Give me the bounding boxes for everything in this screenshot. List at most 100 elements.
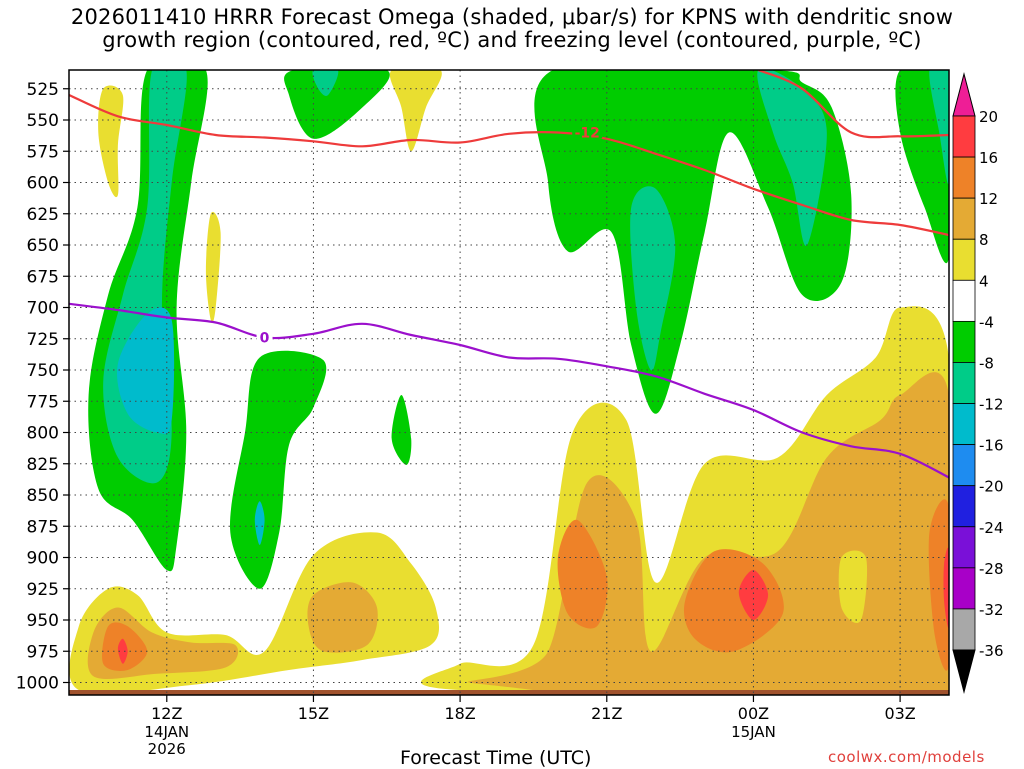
y-tick-label: 725 <box>27 330 59 350</box>
omega-upward-top-15z-core <box>312 70 339 96</box>
y-tick-label: 800 <box>27 424 59 444</box>
title-line-1: 2026011410 HRRR Forecast Omega (shaded, … <box>70 5 954 29</box>
omega-down-sw-max <box>117 638 128 664</box>
omega-down-east-small <box>838 550 868 624</box>
colorbar-label: -12 <box>979 396 1004 414</box>
surface-ground <box>69 690 949 695</box>
y-tick-label: 575 <box>27 142 59 162</box>
colorbar-label: -28 <box>979 560 1004 578</box>
y-tick-label: 925 <box>27 580 59 600</box>
omega-upward-14z-small <box>254 501 265 545</box>
colorbar: 20 16 12 8 4 -4 -8 -12 -16 -20 -24 -28 -32 -36 <box>952 72 1004 694</box>
y-tick-label: 750 <box>27 361 59 381</box>
colorbar-bin <box>952 197 976 240</box>
y-tick-label: 1000 <box>16 674 59 694</box>
colorbar-label: -4 <box>979 313 994 331</box>
x-tick-date: 14JAN <box>144 723 189 741</box>
y-tick-label: 900 <box>27 549 59 569</box>
omega-upward-far-east-core <box>929 70 949 185</box>
contour-dendritic-growth-12c-isotherm <box>69 93 949 237</box>
omega-upward-east-core-a <box>630 186 676 371</box>
y-tick-label: 550 <box>27 111 59 131</box>
y-tick-label: 850 <box>27 486 59 506</box>
omega-upward-top-15z <box>284 70 390 139</box>
colorbar-label: -32 <box>979 601 1004 619</box>
colorbar-bin <box>952 444 976 487</box>
colorbar-bin <box>952 485 976 528</box>
colorbar-label: 4 <box>979 272 989 290</box>
omega-upward-17z-sliver <box>391 395 412 465</box>
y-tick-label: 875 <box>27 517 59 537</box>
colorbar-bin <box>952 279 976 322</box>
colorbar-bin <box>952 362 976 404</box>
omega-down-far-east-core <box>928 499 949 671</box>
colorbar-label: -16 <box>979 437 1004 455</box>
contour-freezing-level-0c <box>69 302 949 479</box>
omega-upward-east-mass <box>534 70 852 414</box>
y-tick-label: 825 <box>27 455 59 475</box>
x-tick-label: 21Z <box>591 704 622 723</box>
y-tick-label: 975 <box>27 642 59 662</box>
omega-upward-15z <box>229 350 327 589</box>
colorbar-label: -20 <box>979 478 1004 496</box>
x-tick-label: 15Z <box>298 704 329 723</box>
colorbar-label: 20 <box>979 108 998 126</box>
omega-down-left-mid <box>205 211 221 323</box>
colorbar-bottom-arrow <box>952 649 976 694</box>
omega-upward-far-east <box>895 70 949 264</box>
y-tick-label: 700 <box>27 299 59 319</box>
omega-down-top-17z <box>389 70 442 152</box>
colorbar-label: 12 <box>979 190 998 208</box>
colorbar-bin <box>952 608 976 651</box>
colorbar-bin <box>952 567 976 610</box>
omega-down-east-max <box>738 569 769 621</box>
omega-shading <box>69 70 949 695</box>
x-tick-label: 03Z <box>884 704 915 723</box>
contour--12c-upper-contour <box>757 70 949 139</box>
omega-down-east-orange-inner <box>557 519 608 629</box>
y-tick-label: 650 <box>27 236 59 256</box>
contour-label-zero: 0 <box>260 331 270 347</box>
y-tick-label: 775 <box>27 392 59 412</box>
colorbar-bin <box>952 238 976 281</box>
plot-frame <box>68 69 950 696</box>
colorbar-bin <box>952 526 976 569</box>
contour-label-bg <box>256 328 273 345</box>
colorbar-bin <box>952 156 976 199</box>
contours <box>69 70 949 479</box>
colorbar-label: 16 <box>979 149 998 167</box>
x-tick-label: 12Z <box>151 704 182 723</box>
omega-down-sw-orange-2 <box>307 582 378 653</box>
colorbar-bin <box>952 403 976 446</box>
y-tick-label: 950 <box>27 611 59 631</box>
colorbar-bin <box>952 320 976 363</box>
omega-down-far-east-max <box>943 547 949 629</box>
colorbar-label: -8 <box>979 354 994 372</box>
y-tick-label: 600 <box>27 174 59 194</box>
colorbar-label: -24 <box>979 519 1004 537</box>
title-line-2: growth region (contoured, red, ºC) and f… <box>102 28 922 52</box>
omega-upward-west-max <box>117 307 175 434</box>
x-tick-year: 2026 <box>148 740 186 758</box>
y-tick-label: 525 <box>27 80 59 100</box>
x-tick-date: 15JAN <box>731 723 776 741</box>
colorbar-top-arrow <box>952 72 976 117</box>
colorbar-bin <box>952 115 976 158</box>
y-tick-label: 675 <box>27 267 59 287</box>
omega-down-left-top <box>98 85 124 198</box>
credit-text: coolwx.com/models <box>828 748 985 766</box>
terrain <box>69 690 949 695</box>
colorbar-label: 8 <box>979 231 989 249</box>
colorbar-label: -36 <box>979 642 1004 660</box>
x-tick-label: 00Z <box>738 704 769 723</box>
grid <box>69 70 949 695</box>
y-axis: 525 550 575 600 625 650 675 700 725 750 775 800 825 8… <box>16 80 69 694</box>
omega-upward-east-core-b <box>757 70 827 246</box>
x-tick-label: 18Z <box>444 704 475 723</box>
x-axis-label: Forecast Time (UTC) <box>400 747 592 769</box>
y-tick-label: 625 <box>27 205 59 225</box>
chart-title: 2026011410 HRRR Forecast Omega (shaded, … <box>0 6 1024 52</box>
contour-label-minus12: -12 <box>575 126 600 142</box>
